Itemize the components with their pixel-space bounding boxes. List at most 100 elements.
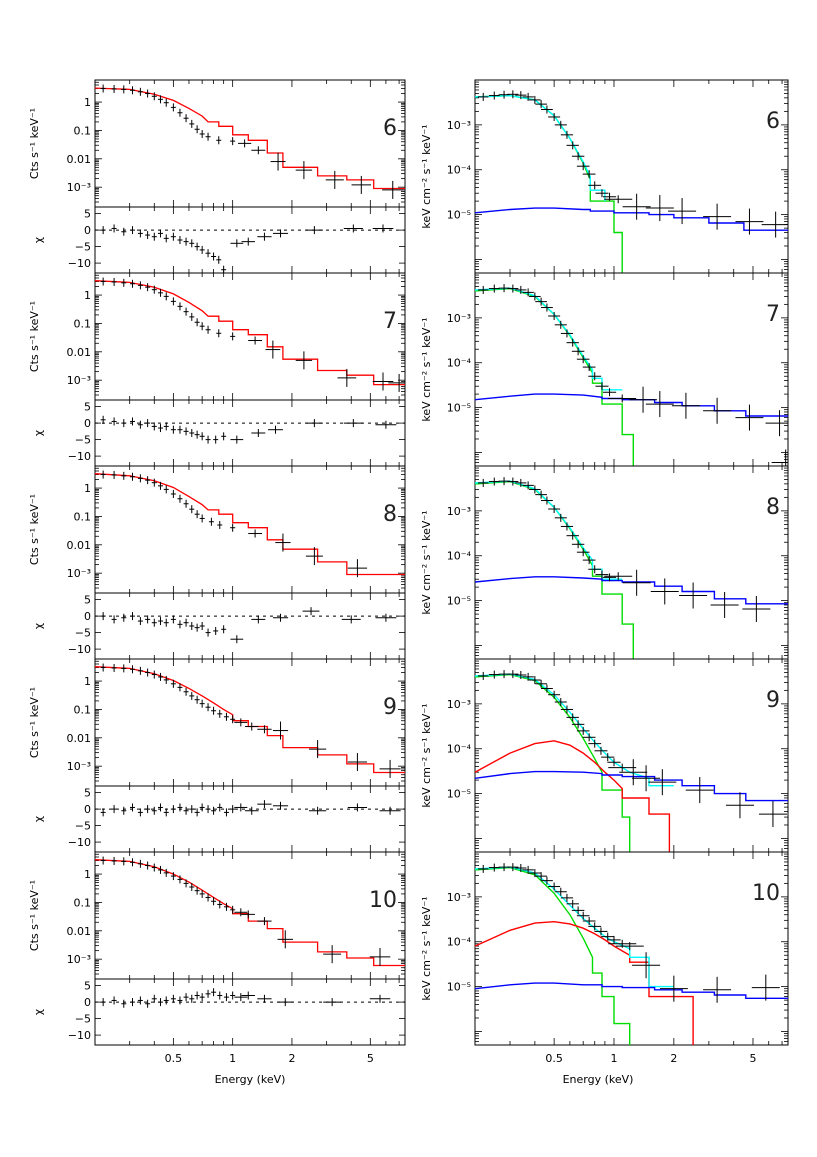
residual-point — [157, 229, 163, 238]
spectrum-data-point — [619, 759, 648, 786]
residual-point — [217, 803, 223, 812]
y-tick-label: 10⁻⁵ — [447, 788, 471, 801]
spectrum-data-point — [571, 540, 585, 549]
y-tick-label: 10⁻⁴ — [447, 743, 472, 756]
counts-data-point — [217, 900, 223, 909]
spectrum-data-point — [554, 320, 567, 329]
residual-point — [372, 224, 394, 233]
spectrum-data-point — [541, 876, 553, 885]
counts-data-point — [217, 709, 223, 718]
spectrum-data-point — [488, 863, 500, 872]
spectrum-data-point — [725, 792, 754, 819]
residual-point — [137, 229, 143, 238]
residual-point — [216, 255, 222, 264]
spectrum-data-point — [566, 713, 579, 722]
residual-point — [205, 805, 211, 814]
x-ticks — [94, 273, 400, 400]
counts-data-point — [189, 119, 195, 128]
residual-y-ticks: 5 0 −5 −10 — [68, 208, 405, 270]
counts-data-point — [199, 322, 205, 331]
residual-frame — [94, 206, 406, 274]
spectrum-data-point — [595, 189, 609, 198]
residual-point — [183, 618, 189, 627]
y-tick-label: 10⁻³ — [67, 567, 91, 580]
model-component-hard — [474, 770, 788, 802]
x-axis-label-left: Energy (keV) — [215, 1073, 286, 1086]
counts-data-point — [234, 718, 248, 727]
x-ticks — [94, 659, 400, 786]
spectrum-data-point — [588, 565, 602, 574]
y-tick-label: 0.01 — [67, 539, 92, 552]
model-component-total — [474, 287, 623, 391]
counts-data-point — [205, 703, 211, 712]
counts-data-point — [194, 318, 200, 327]
spectrum-data-point — [548, 112, 561, 121]
y-tick-label: 10⁻³ — [447, 505, 471, 518]
residual-point — [121, 999, 127, 1008]
spectrum-data-point — [595, 570, 609, 579]
residual-point — [157, 998, 163, 1007]
counts-data-point — [382, 180, 404, 199]
spectrum-data-point — [488, 91, 500, 100]
residual-point — [189, 805, 195, 814]
counts-data-point — [351, 175, 372, 194]
residual-point — [163, 422, 169, 431]
residual-point — [211, 252, 217, 261]
x-ticks — [94, 852, 400, 979]
spectrum-data-point — [541, 496, 553, 505]
y-tick-label: 0.01 — [67, 925, 92, 938]
residual-point — [205, 989, 211, 998]
counts-data-point — [157, 481, 163, 490]
counts-data-point — [163, 292, 169, 301]
counts-data-point — [369, 947, 391, 966]
spectrum-data-point — [541, 105, 553, 114]
residual-point — [137, 420, 143, 429]
panel-number-right: 9 — [766, 688, 780, 713]
residual-point — [151, 806, 157, 815]
counts-data-point — [199, 129, 205, 138]
counts-data-point — [248, 336, 262, 345]
spectrum-y-label: keV cm⁻² s⁻¹ keV⁻¹ — [420, 124, 433, 228]
residual-point — [302, 607, 320, 616]
spectrum-y-label: keV cm⁻² s⁻¹ keV⁻¹ — [420, 317, 433, 421]
y-tick-label: 0.1 — [74, 317, 92, 330]
spectrum-data-point — [522, 481, 534, 490]
residual-y-tick-label: −5 — [75, 820, 91, 833]
residual-y-tick-label: −10 — [68, 836, 91, 849]
counts-data-point — [157, 865, 163, 874]
spectrum-data-point — [632, 765, 661, 792]
counts-data-point — [183, 879, 189, 888]
spectrum-data-point — [515, 478, 527, 487]
x-tick-label: 2 — [288, 1052, 295, 1065]
residual-frame — [94, 978, 406, 1046]
residual-point — [189, 429, 195, 437]
counts-data-point — [270, 152, 286, 171]
counts-y-label: Cts s⁻¹ keV⁻¹ — [28, 494, 41, 565]
x-ticks: 0.5 1 2 5 — [474, 852, 783, 1065]
residual-point — [244, 806, 259, 815]
spectrum-data-point — [588, 922, 602, 931]
y-ticks — [475, 272, 788, 467]
counts-data-point — [137, 859, 143, 868]
counts-data-point — [151, 285, 157, 294]
residual-point — [163, 234, 169, 243]
counts-model-line — [94, 666, 405, 774]
counts-data-point — [189, 505, 195, 514]
residual-point — [189, 239, 195, 248]
counts-data-point — [129, 858, 135, 867]
residual-point — [100, 808, 106, 817]
residual-point — [230, 635, 244, 644]
counts-data-point — [238, 139, 252, 148]
counts-model-line — [94, 280, 405, 386]
spectrum-data-point — [571, 906, 585, 915]
panel-number-right: 8 — [766, 495, 780, 520]
residual-point — [199, 622, 205, 630]
counts-data-point — [183, 687, 189, 696]
x-tick-label: 2 — [670, 1052, 677, 1065]
spectrum-data-point — [535, 679, 547, 688]
residual-point — [211, 806, 217, 815]
residual-point — [241, 237, 255, 246]
counts-data-point — [177, 683, 183, 692]
spectrum-data-point — [602, 388, 617, 397]
